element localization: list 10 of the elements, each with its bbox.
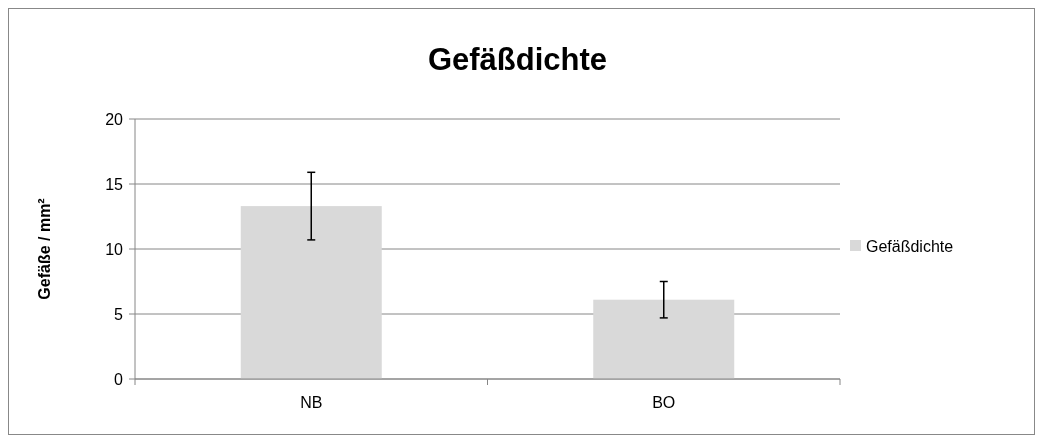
y-axis-title: Gefäße / mm² xyxy=(36,198,53,300)
x-tick-label: BO xyxy=(652,394,676,411)
legend-label: Gefäßdichte xyxy=(866,237,954,255)
chart-title: Gefäßdichte xyxy=(427,42,608,77)
y-tick-label: 20 xyxy=(105,110,124,128)
y-tick-label: 10 xyxy=(105,240,124,258)
y-tick-label: 0 xyxy=(114,370,124,388)
y-tick-label: 15 xyxy=(105,175,124,193)
y-tick-label: 5 xyxy=(114,305,124,323)
x-tick-label: NB xyxy=(300,394,323,411)
